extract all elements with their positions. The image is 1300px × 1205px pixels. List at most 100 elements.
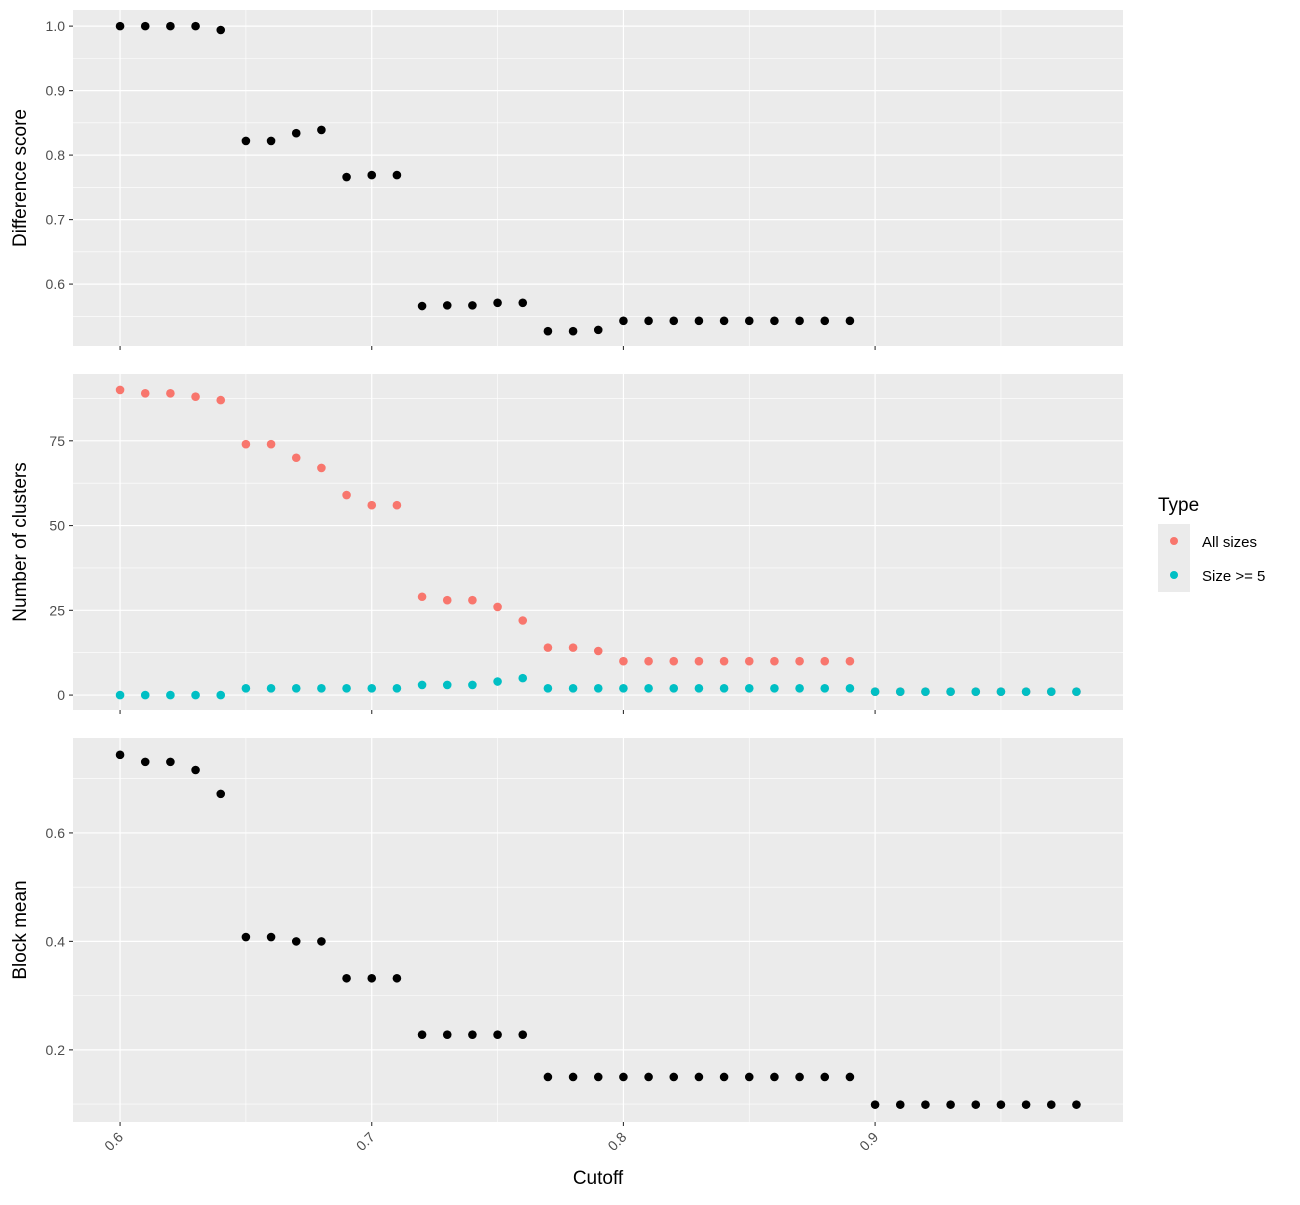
data-point — [921, 687, 930, 696]
series-block-mean — [115, 750, 1081, 1109]
data-point — [241, 684, 251, 693]
data-point — [694, 684, 704, 693]
data-point — [417, 592, 427, 602]
data-point — [493, 298, 502, 308]
data-point — [493, 602, 502, 612]
data-point — [115, 750, 125, 760]
data-point — [971, 1100, 981, 1109]
panel-2: 0 25 50 75 Number of clusters — [10, 374, 1123, 714]
data-point — [644, 684, 653, 693]
y-axis-title: Block mean — [10, 880, 31, 979]
legend-label-all-sizes: All sizes — [1202, 534, 1257, 551]
data-point — [166, 690, 175, 700]
data-point — [694, 656, 704, 666]
legend-marker-all-sizes — [1170, 537, 1178, 545]
data-point — [744, 684, 754, 693]
data-point — [543, 643, 553, 652]
data-point — [266, 136, 276, 146]
data-point — [870, 1100, 880, 1109]
data-point — [593, 325, 603, 335]
data-point — [291, 128, 301, 138]
data-point — [216, 395, 226, 405]
data-point — [140, 389, 150, 398]
data-point — [291, 684, 301, 693]
data-point — [996, 687, 1006, 696]
data-point — [367, 500, 377, 510]
data-point — [719, 656, 729, 666]
data-point — [317, 937, 326, 946]
x-axis-title: Cutoff — [573, 1168, 624, 1189]
y-tick-label: 1.0 — [46, 18, 66, 34]
data-point — [140, 757, 150, 767]
data-point — [795, 684, 804, 693]
data-point — [115, 690, 125, 700]
data-point — [845, 316, 855, 326]
y-tick-label: 50 — [49, 518, 65, 534]
data-point — [543, 684, 553, 693]
data-point — [568, 1072, 578, 1082]
data-point — [593, 684, 603, 693]
series-size-5 — [115, 673, 1081, 700]
y-tick-label: 0.4 — [46, 933, 66, 949]
data-point — [342, 172, 351, 182]
y-tick-label: 0.7 — [46, 212, 66, 228]
data-point — [216, 690, 226, 700]
data-point — [543, 326, 553, 336]
data-point — [845, 684, 855, 693]
data-point — [719, 684, 729, 693]
y-tick-label: 0.8 — [46, 147, 66, 163]
data-point — [518, 1030, 528, 1039]
panel-background — [73, 738, 1123, 1122]
series-difference-score — [115, 21, 855, 336]
data-point — [442, 595, 452, 605]
data-point — [241, 932, 251, 942]
data-point — [568, 643, 578, 652]
data-point — [266, 439, 276, 449]
data-point — [216, 25, 226, 35]
data-point — [619, 656, 628, 666]
series-all-sizes — [115, 385, 1081, 696]
data-point — [593, 646, 603, 656]
data-point — [694, 316, 704, 326]
data-point — [644, 316, 653, 326]
data-point — [241, 439, 251, 449]
data-point — [468, 595, 477, 605]
data-point — [417, 680, 427, 690]
data-point — [1021, 1100, 1031, 1109]
data-point — [895, 1100, 905, 1109]
data-point — [1046, 1100, 1056, 1109]
data-point — [342, 490, 351, 500]
data-point — [317, 125, 326, 135]
panel-background — [73, 10, 1123, 346]
data-point — [241, 136, 251, 146]
data-point — [946, 1100, 955, 1109]
data-point — [795, 316, 804, 326]
data-point — [644, 656, 653, 666]
data-point — [291, 937, 301, 946]
data-point — [770, 656, 779, 666]
data-point — [115, 21, 125, 31]
y-tick-label: 0.2 — [46, 1042, 66, 1058]
data-point — [417, 1030, 427, 1039]
data-point — [518, 616, 528, 625]
data-point — [417, 301, 427, 311]
data-point — [392, 973, 402, 983]
data-point — [820, 1072, 830, 1082]
y-tick-label: 75 — [49, 433, 65, 449]
y-axis-title: Number of clusters — [10, 462, 31, 621]
data-point — [744, 1072, 754, 1082]
data-point — [619, 316, 628, 326]
data-point — [518, 673, 528, 683]
data-point — [770, 316, 779, 326]
data-point — [367, 973, 377, 983]
data-point — [543, 1072, 553, 1082]
data-point — [669, 316, 679, 326]
data-point — [770, 684, 779, 693]
data-point — [1072, 1100, 1081, 1109]
data-point — [820, 316, 830, 326]
data-point — [568, 684, 578, 693]
data-point — [1021, 687, 1031, 696]
data-point — [342, 973, 351, 983]
data-point — [870, 687, 880, 696]
